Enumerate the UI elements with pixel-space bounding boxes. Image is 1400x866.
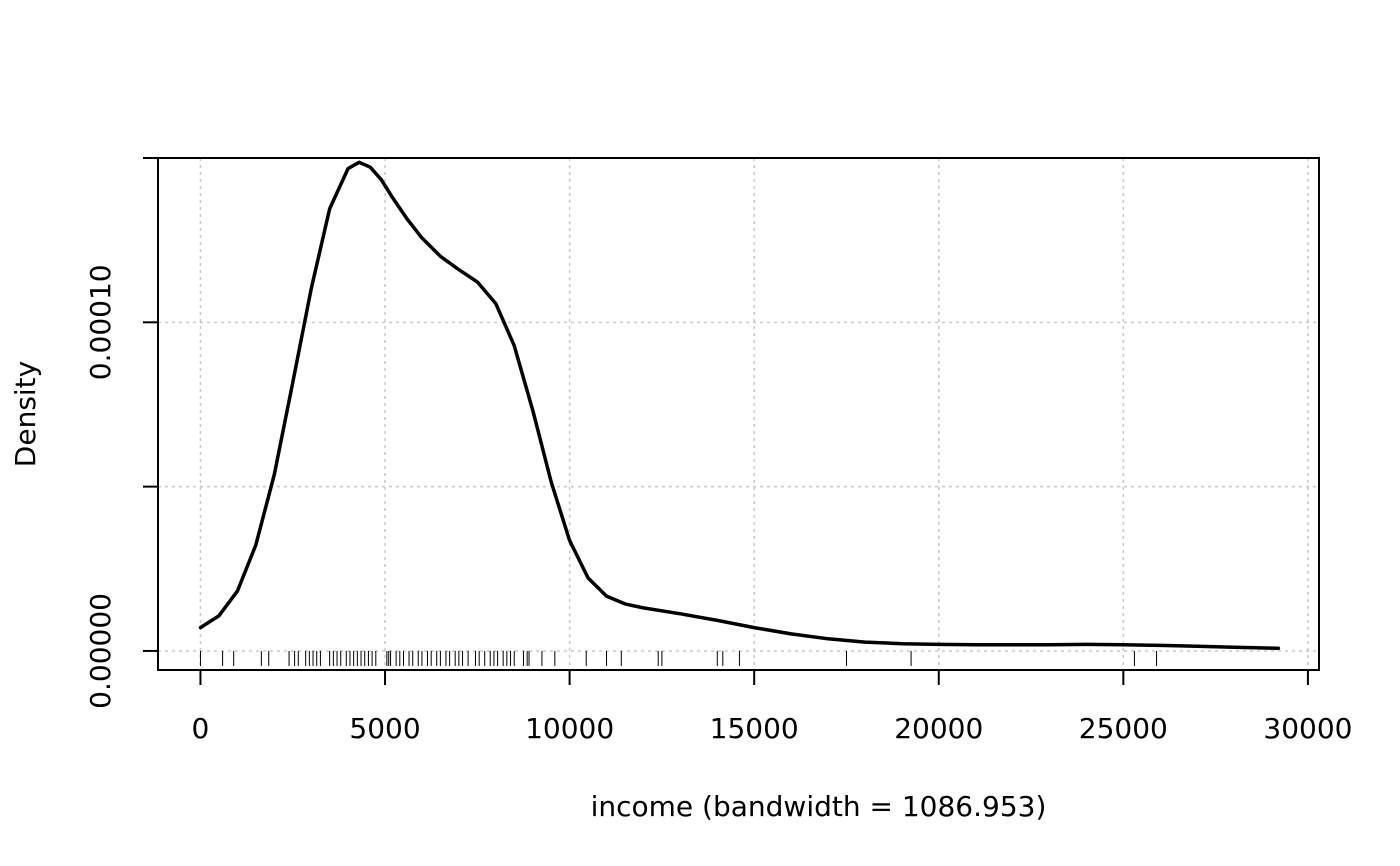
- plot-frame: [157, 157, 1320, 671]
- y-tick-label: 0.00000: [84, 593, 117, 709]
- x-axis-title: income (bandwidth = 1086.953): [591, 790, 1047, 823]
- y-axis: 0.00000 0.00010: [84, 157, 159, 709]
- x-tick-label: 10000: [525, 712, 614, 745]
- x-tick-label: 5000: [349, 712, 420, 745]
- x-tick-label: 30000: [1263, 712, 1352, 745]
- grid: [158, 157, 1319, 670]
- x-tick-label: 0: [192, 712, 210, 745]
- x-tick-label: 25000: [1079, 712, 1168, 745]
- x-tick-label: 15000: [710, 712, 799, 745]
- rug: [199, 650, 1158, 666]
- x-tick-label: 20000: [894, 712, 983, 745]
- y-tick-label: 0.00010: [84, 264, 117, 380]
- density-line: [198, 160, 1281, 651]
- x-axis: 0 5000 10000 15000 20000 25000 30000: [192, 669, 1352, 745]
- y-axis-title: Density: [9, 361, 42, 467]
